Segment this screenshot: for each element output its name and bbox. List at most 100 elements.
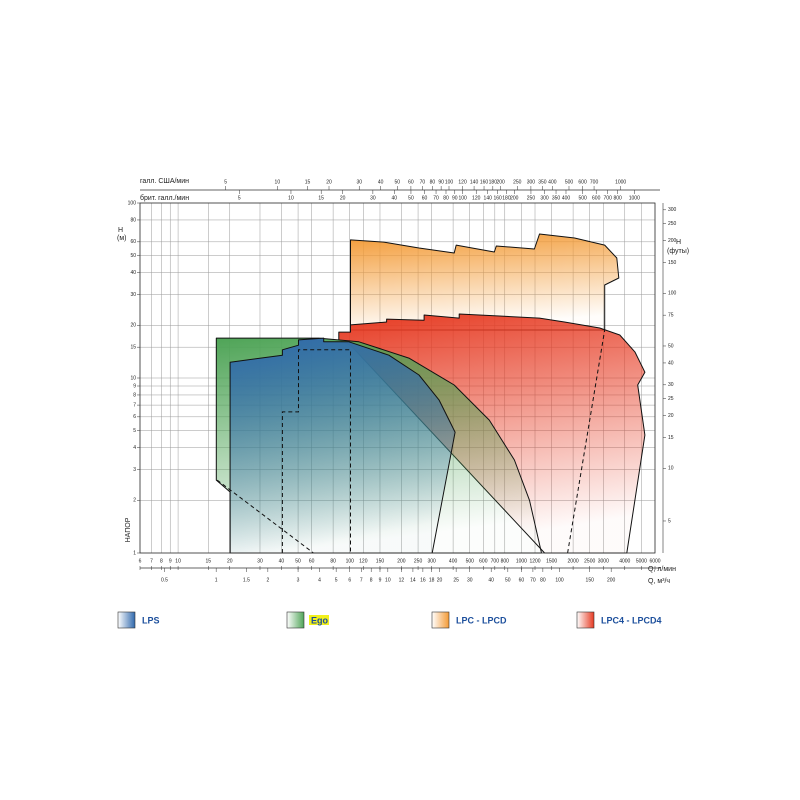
- x4-tick-label: 90: [452, 195, 458, 201]
- y2-tick-label: 50: [668, 343, 674, 349]
- y-tick-label: 6: [133, 414, 136, 420]
- y2-tick-label: 40: [668, 360, 674, 366]
- x2-tick-label: 2: [266, 577, 269, 583]
- x2-tick-label: 60: [519, 577, 525, 583]
- y-tick-label: 30: [130, 292, 136, 298]
- y-axis-label-vertical: НАПОР: [125, 517, 132, 542]
- x4-tick-label: 140: [484, 195, 493, 201]
- x-tick-label: 500: [466, 558, 475, 564]
- legend-label: LPS: [142, 615, 160, 625]
- y-tick-label: 7: [133, 402, 136, 408]
- x2-tick-label: 1: [215, 577, 218, 583]
- x3-tick-label: 160: [480, 179, 489, 185]
- y-tick-label: 100: [128, 200, 137, 206]
- x-tick-label: 1200: [529, 558, 540, 564]
- x3-tick-label: 50: [395, 179, 401, 185]
- x-tick-label: 8: [160, 558, 163, 564]
- x-tick-label: 80: [330, 558, 336, 564]
- x2-tick-label: 9: [379, 577, 382, 583]
- x4-tick-label: 1000: [629, 195, 640, 201]
- x-tick-label: 300: [427, 558, 436, 564]
- x2-tick-label: 40: [488, 577, 494, 583]
- x3-tick-label: 180: [489, 179, 498, 185]
- x2-tick-label: 70: [530, 577, 536, 583]
- y2-tick-label: 100: [668, 291, 677, 297]
- y-tick-label: 8: [133, 392, 136, 398]
- y2-tick-label: 20: [668, 413, 674, 419]
- x-tick-label: 60: [309, 558, 315, 564]
- x2-tick-label: 20: [437, 577, 443, 583]
- x-tick-label: 250: [414, 558, 423, 564]
- x3-tick-label: 500: [565, 179, 574, 185]
- x2-tick-label: 12: [399, 577, 405, 583]
- x-tick-label: 6: [139, 558, 142, 564]
- x4-tick-label: 100: [458, 195, 467, 201]
- x-tick-label: 4000: [619, 558, 630, 564]
- x-tick-label: 150: [376, 558, 385, 564]
- x-tick-label: 3000: [598, 558, 609, 564]
- legend-label: Ego: [311, 615, 329, 625]
- x-tick-label: 700: [491, 558, 500, 564]
- x3-tick-label: 1000: [615, 179, 626, 185]
- dashed-line: [567, 329, 606, 554]
- legend: LPS Ego LPC - LPCD LPC4 - LPCD4: [117, 611, 662, 629]
- x4-tick-label: 30: [370, 195, 376, 201]
- us-axis-label: галл. США/мин: [140, 178, 189, 185]
- x3-tick-label: 250: [513, 179, 522, 185]
- x-tick-label: 800: [501, 558, 510, 564]
- x4-tick-label: 40: [392, 195, 398, 201]
- dashed-line: [216, 479, 314, 554]
- x3-tick-label: 600: [578, 179, 587, 185]
- x-tick-label: 200: [397, 558, 406, 564]
- x2-axis-label: Q, м³/ч: [648, 578, 670, 585]
- x3-tick-label: 60: [408, 179, 414, 185]
- y2-tick-label: 150: [668, 260, 677, 266]
- x4-tick-label: 120: [472, 195, 481, 201]
- y-tick-label: 15: [130, 345, 136, 351]
- x3-tick-label: 120: [458, 179, 467, 185]
- x-tick-label: 100: [346, 558, 355, 564]
- y-tick-label: 60: [130, 239, 136, 245]
- x4-tick-label: 10: [288, 195, 294, 201]
- x-tick-label: 600: [479, 558, 488, 564]
- x3-tick-label: 140: [470, 179, 479, 185]
- x2-tick-label: 6: [348, 577, 351, 583]
- y-tick-label: 80: [130, 217, 136, 223]
- region: [229, 337, 456, 554]
- x4-tick-label: 250: [527, 195, 536, 201]
- x4-tick-label: 180: [502, 195, 511, 201]
- legend-swatch: [431, 611, 450, 629]
- y-axis-label: (м): [117, 235, 126, 242]
- x3-tick-label: 10: [275, 179, 281, 185]
- x2-tick-label: 100: [555, 577, 564, 583]
- x-tick-label: 1000: [516, 558, 527, 564]
- x3-tick-label: 200: [496, 179, 505, 185]
- x3-tick-label: 100: [445, 179, 454, 185]
- x-tick-label: 2500: [584, 558, 595, 564]
- x-tick-label: 40: [279, 558, 285, 564]
- x-tick-label: 1500: [546, 558, 557, 564]
- legend-label: LPC4 - LPCD4: [601, 615, 662, 625]
- x4-tick-label: 50: [408, 195, 414, 201]
- x2-tick-label: 14: [410, 577, 416, 583]
- y2-tick-label: 25: [668, 396, 674, 402]
- x2-tick-label: 80: [540, 577, 546, 583]
- x2-tick-label: 4: [318, 577, 321, 583]
- x2-tick-label: 10: [385, 577, 391, 583]
- x2-tick-label: 150: [586, 577, 595, 583]
- y-tick-label: 4: [133, 445, 136, 451]
- x-tick-label: 2000: [568, 558, 579, 564]
- region: [350, 233, 620, 331]
- x2-tick-label: 25: [453, 577, 459, 583]
- x-tick-label: 120: [359, 558, 368, 564]
- x4-tick-label: 800: [613, 195, 622, 201]
- highlight: [309, 615, 329, 625]
- x4-tick-label: 400: [562, 195, 571, 201]
- y-tick-label: 1: [133, 550, 136, 556]
- x-tick-label: 10: [175, 558, 181, 564]
- y2-tick-label: 10: [668, 466, 674, 472]
- y2-axis-label: (футы): [667, 248, 689, 255]
- x-tick-label: 30: [257, 558, 263, 564]
- x-tick-label: 6000: [649, 558, 660, 564]
